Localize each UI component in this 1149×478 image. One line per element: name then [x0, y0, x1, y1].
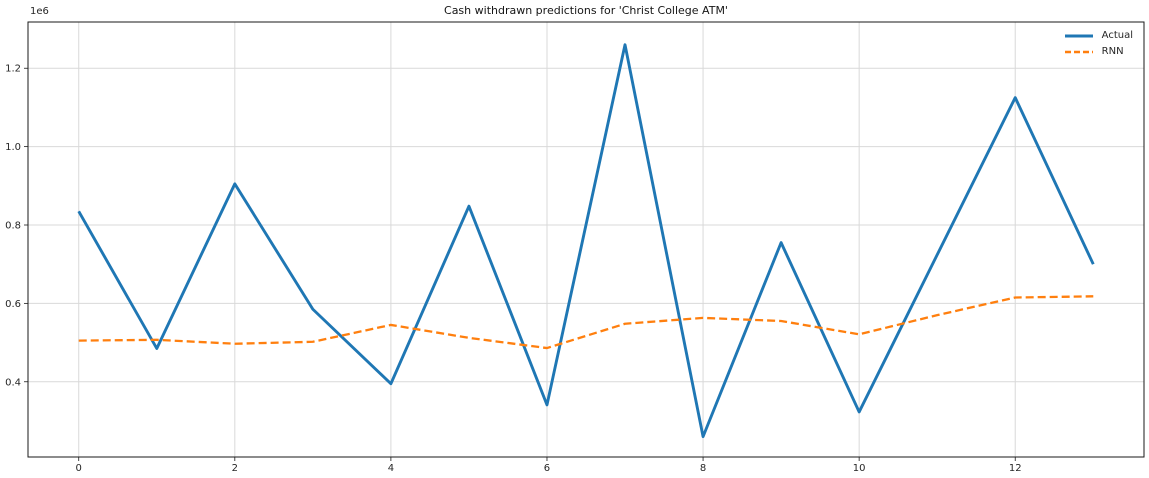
x-tick-label: 0 [76, 463, 82, 474]
series-line-rnn [78, 295, 1094, 350]
x-tick-label: 12 [1009, 463, 1022, 474]
legend: Actual RNN [1059, 27, 1137, 60]
y-tick-label: 0.8 [5, 221, 21, 232]
y-axis-offset-label: 1e6 [30, 6, 49, 17]
axes-frame [27, 21, 1145, 458]
legend-item-rnn: RNN [1064, 45, 1133, 58]
legend-label-rnn: RNN [1101, 46, 1124, 57]
chart-title: Cash withdrawn predictions for 'Christ C… [444, 4, 728, 17]
legend-line-actual-icon [1064, 34, 1093, 37]
x-tick-label: 6 [544, 463, 550, 474]
x-tick-label: 10 [853, 463, 866, 474]
legend-label-actual: Actual [1101, 30, 1133, 41]
x-tick-label: 2 [232, 463, 238, 474]
y-tick-label: 0.4 [5, 377, 21, 388]
x-tick-label: 8 [700, 463, 706, 474]
y-tick-label: 0.6 [5, 299, 21, 310]
y-tick-label: 1.2 [5, 64, 21, 75]
x-tick-label: 4 [388, 463, 394, 474]
y-tick-label: 1.0 [5, 142, 21, 153]
legend-line-rnn-icon [1064, 50, 1093, 53]
legend-item-actual: Actual [1064, 29, 1133, 42]
series-line-actual [77, 43, 1095, 439]
